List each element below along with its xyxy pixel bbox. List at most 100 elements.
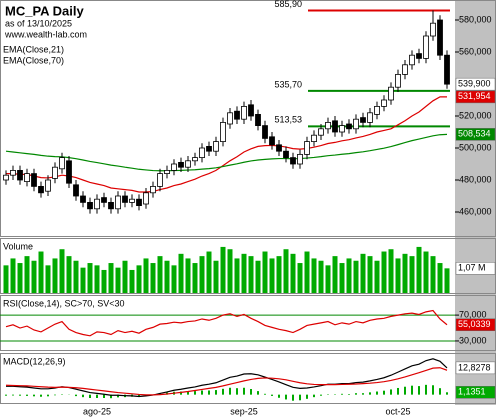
histogram-bar [19, 394, 21, 396]
histogram-bar [117, 394, 119, 398]
histogram-bar [110, 394, 112, 399]
candle-body [388, 86, 394, 101]
volume-bar [297, 263, 303, 293]
candle-body [402, 64, 408, 75]
histogram-bar [82, 394, 84, 398]
y-tick-label: 480,000 [459, 174, 492, 184]
candle-body [185, 160, 191, 168]
candle-body [157, 173, 163, 187]
value-box-label: 508,534 [458, 129, 491, 139]
volume-bar [332, 256, 338, 293]
histogram-bar [159, 393, 161, 395]
volume-bar [227, 249, 233, 293]
candle-body [31, 173, 37, 187]
panel-title: MACD(12,26,9) [3, 356, 66, 366]
histogram-bar [299, 394, 301, 401]
candle-body [227, 112, 233, 125]
candle-body [38, 185, 44, 194]
histogram-bar [26, 394, 28, 396]
candle-body [73, 184, 79, 197]
volume-bar [52, 258, 58, 293]
candle-body [220, 122, 226, 143]
volume-bar [269, 258, 275, 293]
candle-body [17, 169, 23, 181]
candle-body [199, 147, 205, 158]
volume-bar [283, 249, 289, 293]
candle-body [297, 153, 303, 165]
histogram-bar [201, 390, 203, 395]
volume-bar [262, 251, 268, 293]
volume-bar [80, 267, 86, 293]
value-box-label: 12,8278 [458, 362, 491, 372]
histogram-bar [432, 385, 434, 395]
histogram-bar [5, 394, 7, 396]
candle-body [325, 122, 331, 130]
candle-body [332, 120, 338, 133]
y-tick-label: 70,000 [459, 309, 487, 319]
volume-bar [290, 253, 296, 293]
histogram-bar [278, 394, 280, 398]
volume-bar [248, 256, 254, 293]
value-box-label: 539,900 [458, 79, 491, 89]
candle-body [423, 35, 429, 59]
histogram-bar [292, 394, 294, 401]
histogram-bar [47, 394, 49, 397]
histogram-bar [271, 394, 273, 396]
candle-body [45, 179, 51, 192]
histogram-bar [404, 386, 406, 395]
volume-bar [192, 263, 198, 293]
y-tick-label: 500,000 [459, 142, 492, 152]
y-tick-label: 560,000 [459, 46, 492, 56]
candle-body [311, 134, 317, 142]
volume-bar [199, 256, 205, 293]
volume-bar [115, 267, 121, 293]
level-label: 513,53 [274, 115, 302, 125]
candle-body [374, 106, 380, 115]
volume-bar [136, 265, 142, 293]
candle-body [255, 114, 261, 127]
volume-bar [304, 251, 310, 293]
volume-bar [3, 265, 9, 293]
value-box [455, 128, 496, 141]
candle-body [115, 195, 121, 210]
histogram-bar [383, 390, 385, 395]
candle-body [150, 185, 156, 194]
candle-body [437, 19, 443, 56]
x-tick-label: oct-25 [385, 406, 410, 416]
volume-bar [150, 263, 156, 293]
histogram-bar [439, 388, 441, 395]
volume-bar [234, 258, 240, 293]
histogram-bar [33, 394, 35, 397]
candle-body [353, 118, 359, 130]
candle-body [129, 198, 135, 203]
value-box [455, 77, 496, 91]
volume-bar [38, 251, 44, 293]
volume-bar [94, 265, 100, 293]
candle-body [24, 173, 30, 183]
histogram-bar [89, 394, 91, 398]
candle-body [409, 54, 415, 66]
candle-body [192, 157, 198, 162]
candle-body [10, 169, 16, 176]
candle-body [339, 125, 345, 133]
volume-bar [129, 269, 135, 293]
volume-bar [31, 260, 37, 293]
value-box [455, 361, 496, 375]
value-box-label: 55,0339 [458, 319, 491, 329]
histogram-bar [187, 391, 189, 395]
ema-line [5, 133, 448, 172]
histogram-bar [222, 388, 224, 395]
histogram-bar [75, 394, 77, 397]
volume-bar [353, 260, 359, 293]
volume-bar [24, 256, 30, 293]
volume-bar [164, 260, 170, 293]
legend-label: EMA(Close,21) [3, 44, 64, 54]
candle-body [122, 195, 128, 203]
volume-bar [171, 265, 177, 293]
candle-body [276, 144, 282, 152]
subtitle: as of 13/10/2025 [5, 18, 72, 28]
histogram-bar [194, 391, 196, 395]
histogram-bar [341, 393, 343, 395]
candle-body [3, 174, 9, 181]
